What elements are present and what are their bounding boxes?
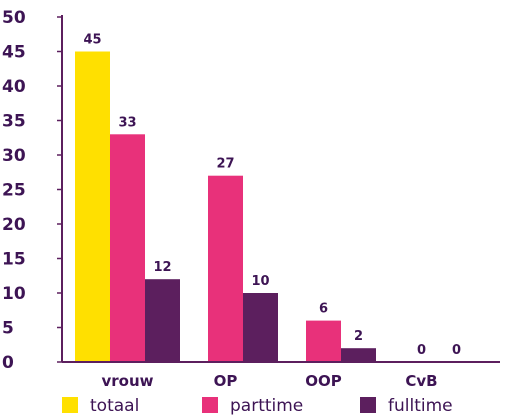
y-tick-label: 20 [2, 215, 26, 235]
data-labels: 45 33 12 27 10 6 2 0 0 [83, 33, 461, 359]
y-tick-label: 0 [2, 353, 14, 373]
bar-totaal-vrouw [75, 51, 110, 362]
x-tick-label: OP [214, 372, 238, 390]
data-label-totaal-vrouw: 45 [83, 33, 101, 48]
bar-fulltime-vrouw [145, 279, 180, 362]
y-tick-label: 10 [2, 284, 26, 304]
x-tick-label: vrouw [101, 372, 153, 390]
data-label-fulltime-vrouw: 12 [153, 260, 171, 275]
data-label-parttime-vrouw: 33 [118, 115, 136, 130]
data-label-fulltime-OOP: 2 [354, 329, 363, 344]
legend-label-totaal: totaal [90, 396, 139, 416]
legend-swatch-fulltime [360, 397, 376, 413]
y-tick-label: 45 [2, 43, 26, 63]
bar-parttime-vrouw [110, 134, 145, 362]
legend-label-parttime: parttime [230, 396, 303, 416]
y-tick-label: 50 [2, 8, 26, 28]
x-tick-label: OOP [305, 372, 342, 390]
bar-fulltime-OP [243, 293, 278, 362]
y-tick-label: 25 [2, 181, 26, 201]
legend: totaal parttime fulltime [62, 396, 453, 416]
x-axis-ticks: vrouw OP OOP CvB [101, 372, 437, 390]
bars [75, 51, 376, 362]
data-label-fulltime-CvB: 0 [452, 343, 461, 358]
bar-parttime-OOP [306, 320, 341, 362]
legend-swatch-totaal [62, 397, 78, 413]
data-label-parttime-OOP: 6 [319, 302, 328, 317]
data-label-fulltime-OP: 10 [251, 274, 269, 289]
bar-parttime-OP [208, 175, 243, 362]
y-tick-label: 5 [2, 319, 14, 339]
legend-label-fulltime: fulltime [388, 396, 453, 416]
y-tick-label: 30 [2, 146, 26, 166]
data-label-parttime-OP: 27 [216, 157, 234, 172]
bar-fulltime-OOP [341, 348, 376, 362]
y-axis-ticks: 0 5 10 15 20 25 30 35 40 45 50 [2, 8, 62, 373]
y-tick-label: 15 [2, 250, 26, 270]
y-tick-label: 40 [2, 77, 26, 97]
y-tick-label: 35 [2, 112, 26, 132]
x-tick-label: CvB [405, 372, 437, 390]
legend-swatch-parttime [202, 397, 218, 413]
data-label-parttime-CvB: 0 [417, 343, 426, 358]
